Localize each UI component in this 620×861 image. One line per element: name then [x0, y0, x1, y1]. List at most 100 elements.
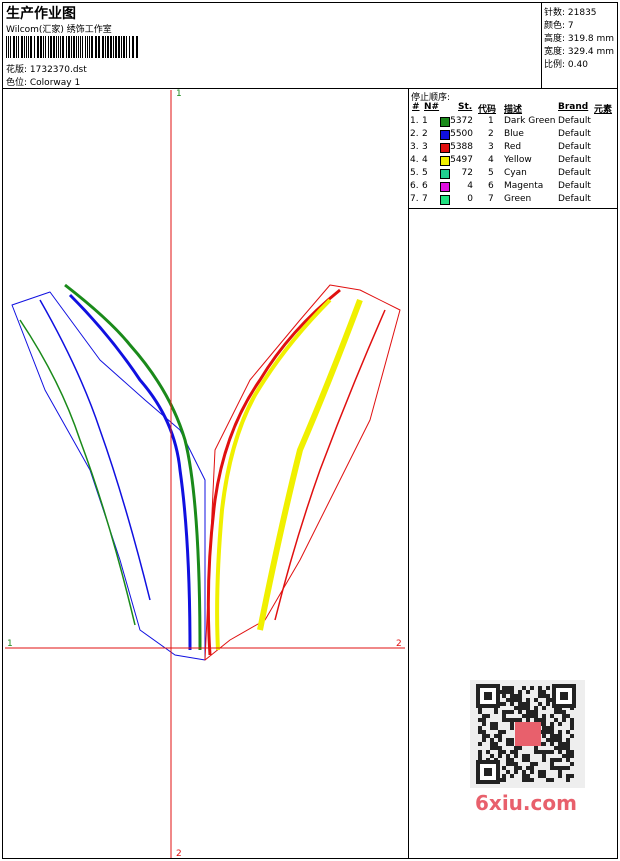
- qr-module: [542, 690, 546, 694]
- info-line: 高度: 319.8 mm: [544, 34, 615, 44]
- barcode-bar: [62, 36, 64, 58]
- color-code: 2: [488, 129, 494, 139]
- qr-module: [530, 710, 534, 714]
- qr-module: [502, 718, 506, 722]
- design-file: 花版: 1732370.dst: [6, 65, 87, 75]
- qr-module: [486, 750, 490, 754]
- qr-module: [534, 706, 538, 710]
- qr-module: [570, 762, 574, 766]
- qr-module: [482, 718, 486, 722]
- qr-module: [558, 742, 562, 746]
- qr-module: [522, 702, 526, 706]
- description: Dark Green: [504, 116, 556, 126]
- row-n: 5: [422, 168, 428, 178]
- qr-module: [534, 762, 538, 766]
- qr-module: [490, 726, 494, 730]
- qr-module: [478, 754, 482, 758]
- qr-module: [486, 734, 490, 738]
- qr-module: [526, 698, 530, 702]
- description: Red: [504, 142, 522, 152]
- qr-module: [530, 762, 534, 766]
- row-n: 7: [422, 194, 428, 204]
- watermark: 6xiu.com: [475, 791, 577, 815]
- qr-module: [502, 710, 506, 714]
- left-edge: [68, 293, 192, 651]
- qr-module: [518, 766, 522, 770]
- brand: Default: [558, 116, 591, 126]
- left-arm-outline: [11, 291, 206, 661]
- barcode-bar: [89, 36, 90, 58]
- qr-module: [526, 710, 530, 714]
- info-line: 颜色: 7: [544, 21, 574, 31]
- qr-module: [494, 710, 498, 714]
- left-edge: [64, 283, 202, 651]
- qr-module: [510, 758, 514, 762]
- qr-logo: [515, 722, 541, 746]
- qr-module: [506, 690, 510, 694]
- qr-module: [514, 766, 518, 770]
- stitch-count: 5372: [450, 116, 473, 126]
- column-header: 描述: [504, 105, 523, 115]
- row-index: 6.: [410, 181, 419, 191]
- barcode-bar: [30, 36, 32, 58]
- qr-module: [550, 762, 554, 766]
- qr-module: [498, 754, 502, 758]
- qr-module: [506, 762, 510, 766]
- qr-module: [530, 714, 534, 718]
- qr-module: [570, 722, 574, 726]
- color-swatch: [440, 182, 450, 192]
- qr-module: [514, 762, 518, 766]
- qr-module: [518, 718, 522, 722]
- qr-module: [566, 742, 570, 746]
- barcode-bar: [123, 36, 125, 58]
- barcode-bar: [34, 36, 35, 58]
- barcode-bar: [13, 36, 15, 58]
- qr-module: [530, 778, 534, 782]
- barcode-bar: [24, 36, 25, 58]
- qr-module: [554, 758, 558, 762]
- qr-module: [494, 742, 498, 746]
- qr-module: [514, 770, 518, 774]
- description: Blue: [504, 129, 524, 139]
- barcode-bar: [26, 36, 27, 58]
- qr-module: [510, 750, 514, 754]
- brand: Default: [558, 142, 591, 152]
- qr-module: [570, 774, 574, 778]
- barcode-bar: [80, 36, 81, 58]
- qr-module: [510, 742, 514, 746]
- qr-module: [494, 722, 498, 726]
- qr-module: [522, 754, 526, 758]
- qr-module: [538, 718, 542, 722]
- column-header: N#: [424, 102, 440, 112]
- qr-module: [478, 710, 482, 714]
- row-n: 6: [422, 181, 428, 191]
- barcode-bar: [50, 36, 52, 58]
- qr-module: [546, 702, 550, 706]
- qr-module: [530, 686, 534, 690]
- barcode-bar: [40, 36, 42, 58]
- qr-module: [502, 778, 506, 782]
- color-swatch: [440, 117, 450, 127]
- qr-module: [478, 726, 482, 730]
- stitch-count: 5497: [450, 155, 473, 165]
- qr-module: [482, 722, 486, 726]
- barcode-bar: [60, 36, 61, 58]
- color-code: 3: [488, 142, 494, 152]
- qr-module: [510, 722, 514, 726]
- qr-module: [518, 710, 522, 714]
- barcode-bar: [85, 36, 86, 58]
- qr-module: [506, 742, 510, 746]
- qr-module: [542, 726, 546, 730]
- qr-module: [502, 686, 506, 690]
- qr-module: [570, 726, 574, 730]
- barcode-bar: [118, 36, 120, 58]
- stitch-fill: [274, 309, 386, 621]
- qr-module: [566, 730, 570, 734]
- barcode-bar: [102, 36, 104, 58]
- qr-module: [526, 758, 530, 762]
- qr-module: [498, 750, 502, 754]
- color-code: 5: [488, 168, 494, 178]
- qr-module: [534, 718, 538, 722]
